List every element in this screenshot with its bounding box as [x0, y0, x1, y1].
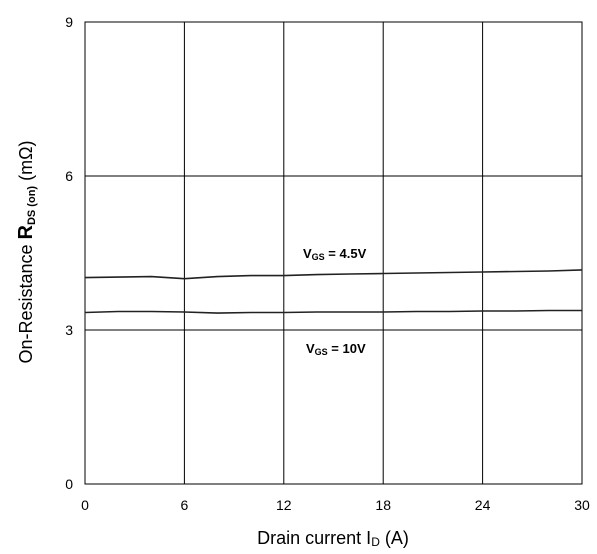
y-tick-label: 3 [65, 322, 73, 338]
series-line-2 [84, 309, 582, 314]
annotation-vgs-4-5v: VGS = 4.5V [303, 246, 367, 262]
x-axis-ticks: 0 6 12 18 24 30 [81, 497, 590, 513]
plot-area-frame [84, 21, 583, 485]
x-tick-label: 0 [81, 497, 89, 513]
y-tick-label: 9 [65, 14, 73, 30]
y-axis-ticks: 0 3 6 9 [65, 14, 73, 492]
series-line-1 [84, 269, 583, 280]
y-tick-label: 6 [65, 168, 73, 184]
x-tick-label: 12 [276, 497, 292, 513]
y-axis-title: On-Resistance RDS (on) (mΩ) [15, 140, 38, 363]
y-tick-label: 0 [65, 476, 73, 492]
annotation-vgs-10v: VGS = 10V [306, 341, 366, 357]
series-layer [84, 269, 583, 314]
x-tick-label: 6 [181, 497, 189, 513]
x-tick-label: 30 [574, 497, 590, 513]
x-tick-label: 24 [475, 497, 491, 513]
x-axis-title: Drain current ID (A) [257, 528, 409, 549]
x-tick-label: 18 [375, 497, 391, 513]
